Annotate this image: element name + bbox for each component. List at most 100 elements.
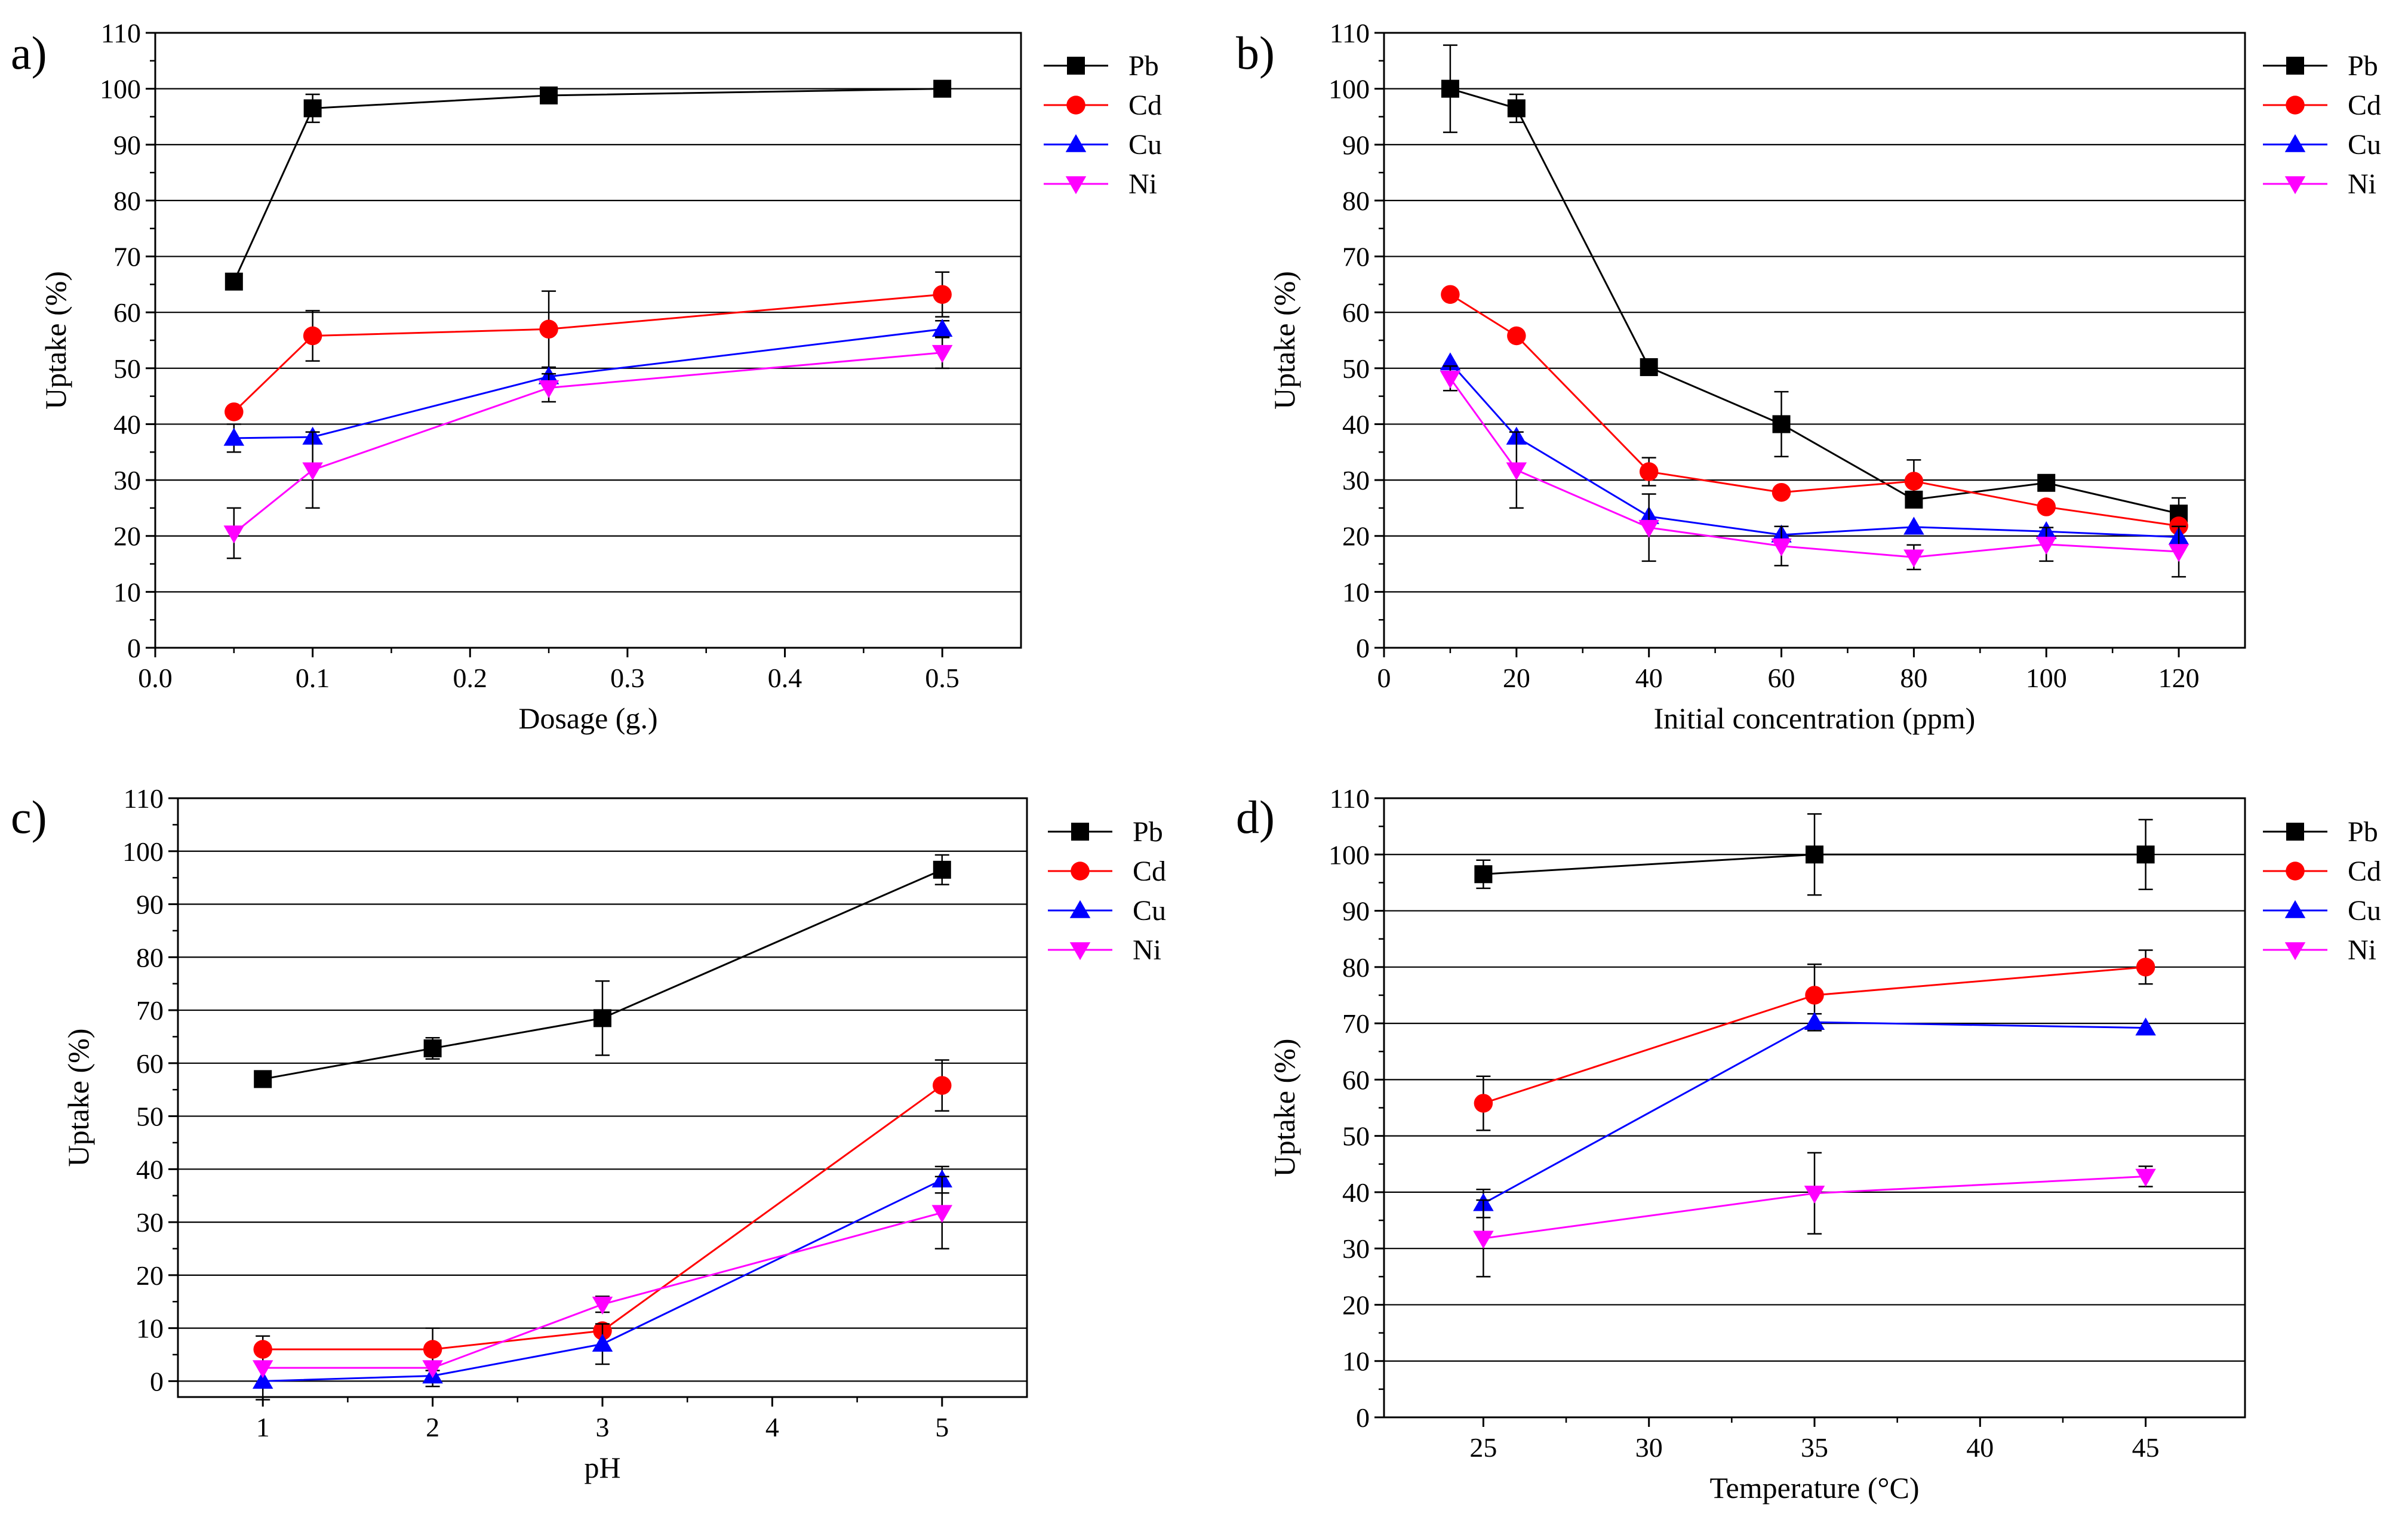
y-tick-label: 30 (1342, 465, 1370, 496)
y-tick-label: 100 (122, 836, 164, 867)
data-point-Ni (931, 344, 953, 363)
data-point-Pb (303, 99, 322, 118)
y-tick-label: 20 (1342, 521, 1370, 552)
panel-label: d) (1236, 791, 1275, 843)
legend-marker-Pb (1067, 57, 1085, 75)
data-point-Cd (1474, 1094, 1493, 1113)
y-tick-label: 20 (113, 521, 141, 552)
data-point-Ni (1506, 462, 1527, 481)
series-Cu (252, 1165, 953, 1401)
data-point-Pb (933, 79, 952, 98)
y-tick-label: 110 (1330, 783, 1370, 814)
series-Cu (223, 319, 953, 453)
legend-label-Cu: Cu (1128, 129, 1162, 161)
x-tick-label: 1 (256, 1412, 270, 1442)
y-tick-label: 50 (113, 353, 141, 384)
series-Cd (1474, 949, 2155, 1131)
y-axis-title: Uptake (%) (61, 1029, 95, 1167)
x-tick-label: 0.1 (296, 663, 330, 693)
series-Cd (253, 1059, 952, 1371)
y-tick-label: 0 (1356, 1402, 1370, 1433)
panel-label: c) (11, 791, 47, 843)
y-tick-label: 70 (1342, 242, 1370, 272)
x-tick-label: 80 (1900, 663, 1927, 693)
x-tick-label: 40 (1966, 1432, 1994, 1463)
y-tick-label: 60 (136, 1048, 164, 1079)
legend-label-Ni: Ni (1128, 168, 1157, 200)
data-point-Cd (1507, 326, 1526, 346)
y-tick-label: 40 (113, 409, 141, 439)
data-point-Ni (422, 1360, 443, 1379)
y-tick-label: 40 (1342, 409, 1370, 439)
y-tick-label: 10 (113, 577, 141, 607)
y-tick-label: 90 (1342, 896, 1370, 927)
series-line-Ni (263, 1211, 943, 1369)
y-tick-label: 50 (136, 1102, 164, 1132)
data-point-Cu (931, 319, 953, 337)
x-tick-label: 2 (426, 1412, 439, 1442)
y-tick-label: 80 (1342, 952, 1370, 983)
x-axis-title: Dosage (g.) (518, 701, 657, 735)
data-point-Ni (1638, 519, 1659, 538)
y-tick-label: 110 (124, 783, 164, 814)
x-tick-label: 0.0 (138, 663, 173, 693)
data-point-Pb (1441, 79, 1459, 98)
data-point-Ni (1473, 1230, 1494, 1249)
legend-label-Ni: Ni (1133, 934, 1161, 966)
data-point-Cd (224, 402, 244, 421)
y-tick-label: 70 (1342, 1008, 1370, 1039)
data-point-Cd (933, 285, 952, 304)
legend-marker-Pb (1071, 823, 1089, 841)
y-tick-label: 90 (136, 890, 164, 920)
y-tick-label: 80 (113, 186, 141, 216)
data-point-Ni (592, 1296, 613, 1315)
y-tick-label: 40 (136, 1154, 164, 1184)
y-tick-label: 110 (101, 18, 141, 48)
y-axis-title: Uptake (%) (1268, 271, 1301, 410)
y-axis-title: Uptake (%) (39, 271, 72, 410)
series-Pb (1474, 813, 2155, 896)
data-point-Cu (252, 1371, 273, 1389)
y-tick-label: 10 (136, 1313, 164, 1344)
legend-marker-Cd (1071, 862, 1090, 881)
data-point-Cu (1903, 516, 1924, 535)
chart-panel-2: 0 10 20 30 40 50 60 70 80 90 100 110 0 20 40 60 80 100 120… (1236, 18, 2381, 735)
y-tick-label: 0 (150, 1366, 164, 1396)
data-point-Cd (1639, 462, 1659, 481)
x-tick-label: 120 (2158, 663, 2200, 693)
x-tick-label: 0 (1377, 663, 1391, 693)
data-point-Cu (2135, 1017, 2156, 1036)
y-tick-label: 100 (100, 74, 141, 104)
legend-label-Pb: Pb (1133, 816, 1163, 848)
x-tick-label: 0.3 (610, 663, 645, 693)
data-point-Pb (423, 1039, 442, 1057)
legend-marker-Cu (1065, 134, 1087, 152)
legend-marker-Cu (2284, 134, 2306, 152)
y-tick-label: 50 (1342, 353, 1370, 384)
data-point-Cd (1805, 986, 1824, 1005)
data-point-Cu (1804, 1011, 1825, 1030)
x-tick-label: 30 (1635, 1432, 1663, 1463)
chart-panel-3: 0 10 20 30 40 50 60 70 80 90 100 110 1 2 3 4 5 pH Uptake (… (11, 783, 1166, 1484)
legend-label-Cu: Cu (2348, 895, 2381, 927)
y-tick-label: 10 (1342, 577, 1370, 607)
x-tick-label: 60 (1768, 663, 1795, 693)
x-tick-label: 100 (2026, 663, 2067, 693)
data-point-Pb (1507, 99, 1526, 118)
y-tick-label: 40 (1342, 1177, 1370, 1208)
y-tick-label: 50 (1342, 1121, 1370, 1152)
data-point-Ni (931, 1205, 953, 1223)
x-axis-title: Temperature (°C) (1709, 1471, 1919, 1504)
legend-marker-Pb (2286, 823, 2304, 841)
x-tick-label: 0.5 (925, 663, 959, 693)
data-point-Pb (1806, 845, 1823, 864)
legend-label-Ni: Ni (2348, 934, 2376, 966)
data-point-Ni (252, 1360, 273, 1379)
legend-marker-Cu (1069, 900, 1091, 918)
legend-label-Cu: Cu (1133, 895, 1166, 927)
legend: Pb Cd Cu Ni (1048, 816, 1166, 966)
data-point-Cd (423, 1340, 442, 1359)
legend: Pb Cd Cu Ni (2263, 50, 2381, 200)
legend-marker-Cd (1066, 96, 1085, 115)
legend-label-Cd: Cd (1133, 856, 1166, 887)
